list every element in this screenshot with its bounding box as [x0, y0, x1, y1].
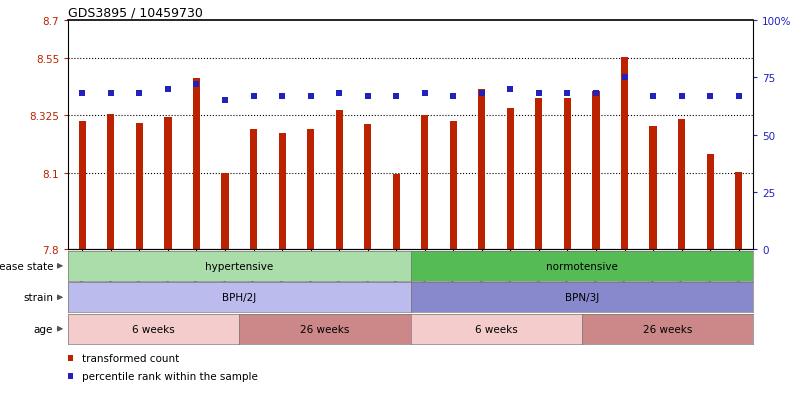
Bar [706, 154, 714, 250]
Bar [678, 120, 685, 250]
Text: GDS3895 / 10459730: GDS3895 / 10459730 [68, 7, 203, 19]
Bar [421, 116, 429, 250]
Text: percentile rank within the sample: percentile rank within the sample [83, 371, 258, 381]
Bar [621, 57, 628, 250]
Text: BPH/2J: BPH/2J [222, 292, 256, 303]
Bar [336, 111, 343, 250]
Text: 26 weeks: 26 weeks [642, 324, 692, 334]
Bar [250, 130, 257, 250]
Text: 26 weeks: 26 weeks [300, 324, 349, 334]
Text: age: age [34, 324, 53, 334]
Text: disease state: disease state [0, 261, 53, 271]
Bar [478, 89, 485, 250]
Bar [593, 92, 600, 250]
Bar [107, 115, 115, 250]
Bar [136, 124, 143, 250]
Text: hypertensive: hypertensive [205, 261, 273, 271]
Bar [650, 126, 657, 250]
Bar [535, 98, 542, 250]
Bar [364, 125, 372, 250]
Bar [221, 173, 228, 250]
Text: 6 weeks: 6 weeks [132, 324, 175, 334]
Bar [449, 121, 457, 250]
Text: normotensive: normotensive [545, 261, 618, 271]
Bar [392, 175, 400, 250]
Text: strain: strain [23, 292, 53, 303]
Bar [193, 79, 200, 250]
Bar [507, 109, 514, 250]
Text: BPN/3J: BPN/3J [565, 292, 599, 303]
Bar [735, 172, 743, 250]
Text: transformed count: transformed count [83, 353, 179, 363]
Bar [78, 121, 86, 250]
Text: 6 weeks: 6 weeks [475, 324, 517, 334]
Bar [307, 130, 314, 250]
Bar [564, 98, 571, 250]
Bar [164, 117, 171, 250]
Bar [279, 134, 286, 250]
